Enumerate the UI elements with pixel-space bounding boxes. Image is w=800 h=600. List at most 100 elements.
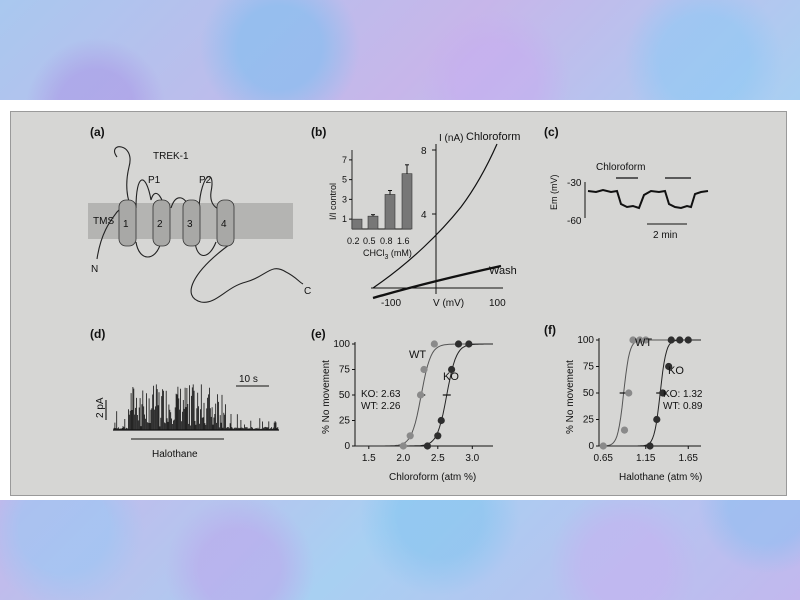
panel-a-tag: (a) [90,125,105,139]
e-wt-label: WT [409,349,426,361]
iv-xtick-neg100: -100 [381,298,401,309]
panel-e-tag: (e) [311,327,326,341]
loop-3-4 [194,241,217,257]
channel-trace [113,384,279,430]
loop-2-3 [135,241,162,258]
e-xtick-label: 2.5 [431,453,445,464]
panel-f: (f) % No movement 0 25 50 75 100 0.65 1.15 1.65… [544,323,703,483]
helix-3-label: 3 [187,219,193,230]
e-ytick-label: 0 [344,441,350,452]
inset-ylabel: I/I control [328,183,338,220]
p1-label: P1 [148,175,161,186]
inset-ytick-label: 1 [342,214,347,224]
e-wt-point [416,391,425,399]
helix-3: 3 [182,199,201,247]
inset-bar [351,218,363,230]
panel-b: (b) I/I control 1 3 5 7 0.2 0.5 0.8 1.6 CHC… [311,125,520,309]
inset-bar-chart: I/I control 1 3 5 7 0.2 0.5 0.8 1.6 CHCl3 (… [328,150,413,261]
em-trace [587,188,709,210]
e-ytick-label: 25 [339,416,351,427]
trek1-label: TREK-1 [153,151,189,162]
f-wt-point [642,336,650,344]
inset-bar [367,215,379,230]
f-wt-point [599,442,607,450]
f-ylabel: % No movement [565,360,576,434]
helix-1-label: 1 [123,219,129,230]
e-wt-point [430,340,438,348]
time-scale-c: 2 min [653,230,677,241]
f-ko-point [659,389,667,397]
figure-svg: (a) TREK-1 P1 P2 TMS 1 2 3 4 N C [88,125,709,483]
helix-2-label: 2 [157,219,163,230]
helix-4-label: 4 [221,219,227,230]
e-ko-value: KO: 2.63 [361,389,401,400]
e-ytick-label: 50 [339,390,351,401]
panel-c-tag: (c) [544,125,559,139]
inset-bar [384,194,396,230]
f-wt-point [636,336,644,344]
figure-panel: (a) TREK-1 P1 P2 TMS 1 2 3 4 N C [10,111,787,496]
iv-ytick-4: 4 [421,210,427,221]
time-scale-d: 10 s [239,374,258,385]
em-ylabel: Em (mV) [549,175,559,211]
tms-label: TMS [93,216,114,227]
f-ko-value: KO: 1.32 [663,389,703,400]
f-ko-point [665,362,673,371]
inset-xlabel: CHCl3 (mM) [363,248,412,261]
f-xlabel: Halothane (atm %) [619,472,702,483]
f-ko-point [667,336,675,344]
e-wt-point [420,365,428,374]
helix-4: 4 [216,199,235,247]
panel-c: (c) Chloroform -30 -60 Em (mV) 2 min [544,125,709,241]
f-xtick-label: 0.65 [594,453,614,464]
e-ko-point [465,340,473,348]
chloroform-curve-label: Chloroform [466,131,520,143]
iv-ylabel: I (nA) [439,133,463,144]
chloroform-curve [372,143,498,289]
e-ylabel: % No movement [321,360,332,434]
inset-ytick-label: 5 [342,175,347,185]
inset-xtick-1: 0.2 [347,236,360,246]
n-terminus-label: N [91,264,98,275]
iv-xlabel: V (mV) [433,298,464,309]
f-ko-point [684,336,692,344]
f-ko-point [646,442,654,450]
panel-f-tag: (f) [544,323,556,337]
panel-d: (d) 10 s 2 pA Halothane [90,327,279,460]
e-ko-point [448,365,456,374]
panel-e: (e) % No movement 0 25 50 75 100 1.5 2.0 2.5 3.0… [311,327,493,483]
f-ko-point [676,336,684,344]
f-wt-point [625,389,633,397]
e-xtick-label: 1.5 [362,453,376,464]
iv-ytick-8: 8 [421,146,427,157]
halothane-label-d: Halothane [152,449,198,460]
e-xtick-label: 3.0 [465,453,479,464]
e-ytick-label: 75 [339,365,351,376]
e-xlabel: Chloroform (atm %) [389,472,476,483]
f-wt-label: WT [635,337,652,349]
e-ko-point [437,416,445,425]
f-wt-value: WT: 0.89 [663,401,703,412]
inset-ytick-label: 3 [342,194,347,204]
inset-xtick-2: 0.5 [363,236,376,246]
helix-1: 1 [118,199,137,247]
c-term-tail [190,241,304,303]
e-ko-point [454,340,463,348]
f-ytick-label: 25 [583,415,595,426]
f-ko-label: KO [668,365,684,377]
e-wt-value: WT: 2.26 [361,401,401,412]
f-ytick-label: 0 [588,441,594,452]
f-ko-point [653,415,661,424]
wash-curve [372,264,502,300]
wash-curve-label: Wash [489,265,517,277]
inset-bar [401,173,413,230]
panel-d-tag: (d) [90,327,105,341]
e-ko-point [434,432,442,440]
panel-b-tag: (b) [311,125,326,139]
f-ytick-label: 50 [583,388,595,399]
e-xtick-label: 2.0 [396,453,410,464]
e-ko-label: KO [443,371,459,383]
chloroform-label-c: Chloroform [596,162,645,173]
inset-xtick-4: 1.6 [397,236,410,246]
em-ytick-60: -60 [567,216,582,227]
